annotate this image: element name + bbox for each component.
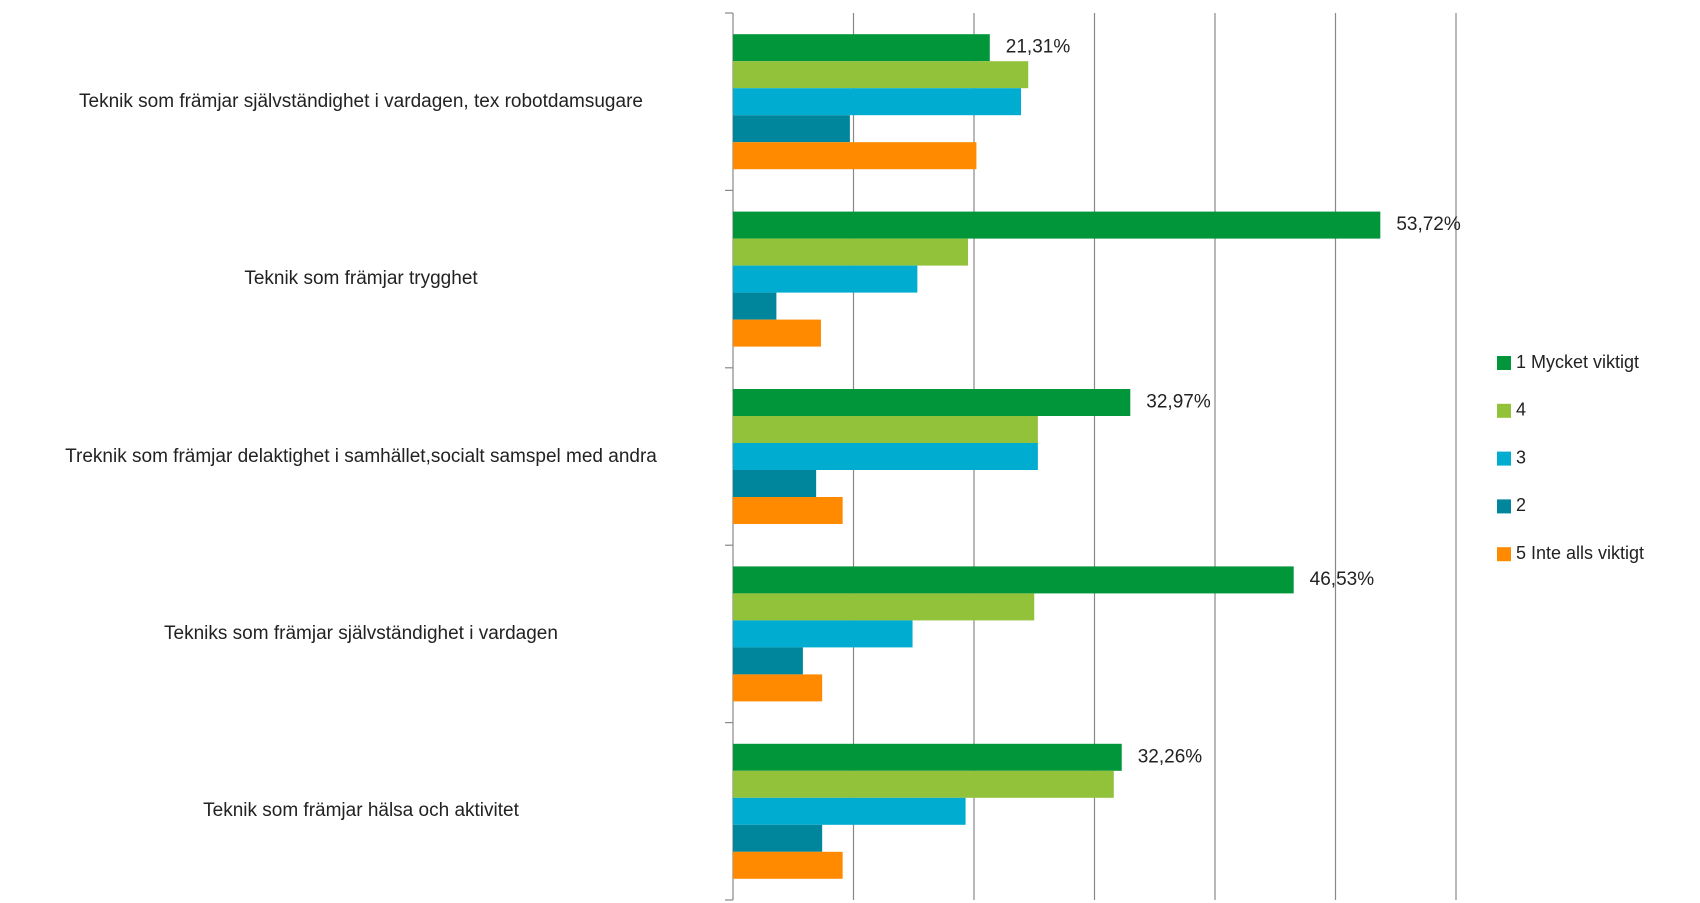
category-label: Teknik som främjar trygghet [244,268,478,290]
bar [733,319,821,347]
bar [733,34,990,62]
legend-label: 1 Mycket viktigt [1516,352,1639,372]
bar [733,88,1021,116]
bar [733,593,1035,621]
value-label: 53,72% [1396,214,1461,235]
value-label: 32,97% [1146,392,1211,413]
value-label: 32,26% [1138,746,1203,767]
bar [733,443,1038,470]
category-label: Treknik som främjar delaktighet i samhäl… [65,445,657,467]
bar [733,566,1294,594]
bar [733,674,823,702]
bar [733,797,966,825]
bar [733,620,913,648]
bar [733,238,968,266]
bar [733,647,803,675]
legend-label: 4 [1516,400,1526,420]
category-label: Teknik som främjar hälsa och aktivitet [203,800,519,822]
bar [733,142,977,170]
bar [733,416,1038,443]
legend-swatch [1497,499,1511,514]
bar [733,115,850,143]
bar [733,743,1122,771]
legend-swatch [1497,547,1511,562]
bar [733,851,843,879]
legend-label: 2 [1516,495,1526,515]
category-label: Teknik som främjar självständighet i var… [79,90,643,112]
legend-swatch [1497,451,1511,466]
bar [733,497,843,524]
bar [733,61,1029,89]
bar [733,292,777,320]
bar [733,470,817,497]
bar [733,770,1114,798]
bar [733,389,1131,416]
legend-label: 3 [1516,447,1526,467]
category-label: Tekniks som främjar självständighet i va… [164,622,558,644]
value-label: 21,31% [1006,37,1071,58]
value-label: 46,53% [1310,569,1375,590]
legend-label: 5 Inte alls viktigt [1516,543,1644,563]
bar [733,265,918,293]
legend-swatch [1497,403,1511,418]
legend-swatch [1497,356,1511,370]
bar [733,211,1381,239]
bar [733,824,823,852]
